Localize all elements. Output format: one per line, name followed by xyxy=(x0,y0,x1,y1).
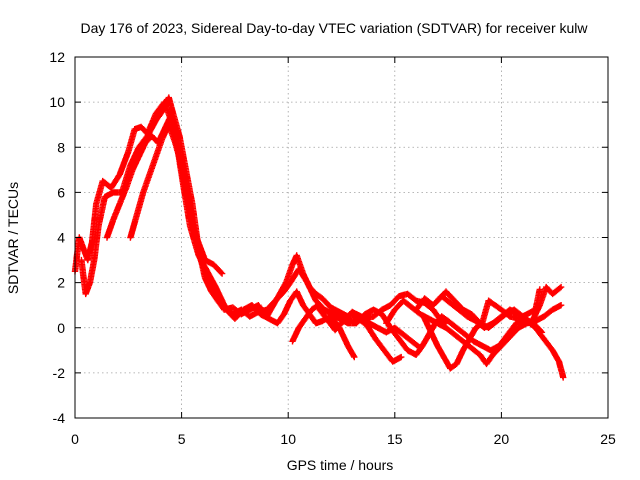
x-tick-label: 15 xyxy=(387,431,403,447)
y-tick-label: 0 xyxy=(57,320,65,336)
y-tick-label: 8 xyxy=(57,139,65,155)
x-tick-label: 25 xyxy=(600,431,616,447)
y-tick-label: 10 xyxy=(49,94,65,110)
y-tick-label: 2 xyxy=(57,275,65,291)
series-4 xyxy=(127,121,358,361)
x-tick-label: 10 xyxy=(280,431,296,447)
y-axis-label: SDTVAR / TECUs xyxy=(5,182,21,294)
x-tick-label: 20 xyxy=(494,431,510,447)
series-9 xyxy=(421,286,543,372)
series-markers xyxy=(289,302,546,358)
series-markers xyxy=(127,121,358,361)
series-3 xyxy=(103,112,405,365)
series-10 xyxy=(314,304,424,352)
series-markers xyxy=(314,304,424,352)
y-tick-label: 12 xyxy=(49,49,65,65)
y-tick-label: 4 xyxy=(57,230,65,246)
y-tick-label: -4 xyxy=(53,410,66,426)
data-points xyxy=(71,94,567,381)
series-markers xyxy=(421,286,543,372)
series-5 xyxy=(289,302,546,358)
x-tick-label: 5 xyxy=(178,431,186,447)
x-axis-label: GPS time / hours xyxy=(287,457,394,473)
y-tick-label: -2 xyxy=(53,365,66,381)
axis-ticks: -4 -2 0 2 4 6 8 10 12 0 5 10 15 20 25 xyxy=(49,49,616,447)
chart-title: Day 176 of 2023, Sidereal Day-to-day VTE… xyxy=(80,20,588,36)
series-markers xyxy=(103,112,405,365)
y-tick-label: 6 xyxy=(57,184,65,200)
x-tick-label: 0 xyxy=(71,431,79,447)
